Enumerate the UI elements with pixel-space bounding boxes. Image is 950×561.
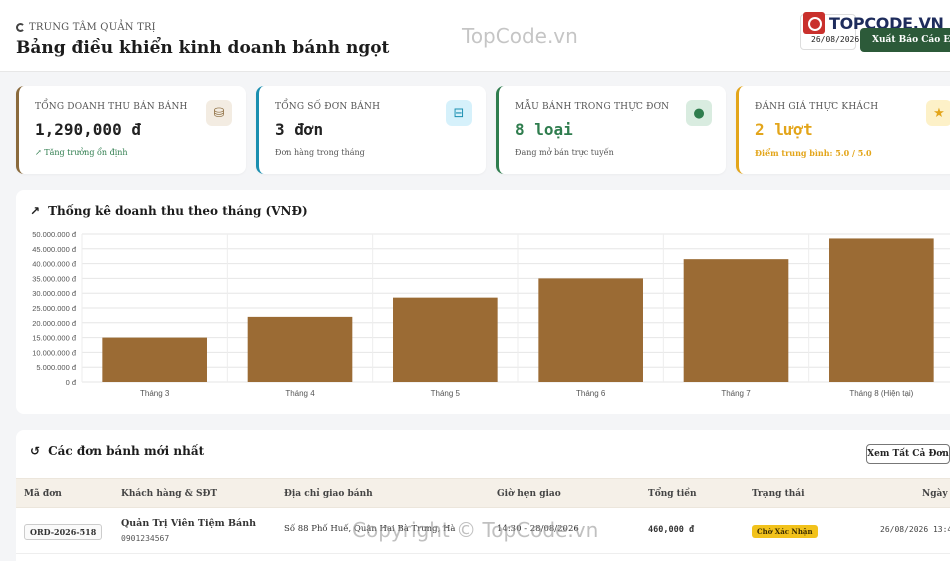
basket-icon: ⊟ bbox=[446, 100, 472, 126]
stat-sub: Đang mở bán trực tuyến bbox=[515, 148, 614, 157]
col-customer: Khách hàng & SĐT bbox=[121, 489, 218, 499]
y-tick-label: 50.000.000 đ bbox=[32, 230, 77, 239]
current-date: 26/08/2026 bbox=[811, 35, 860, 44]
chart-bar bbox=[393, 297, 498, 382]
history-icon: ↺ bbox=[30, 444, 41, 458]
x-tick-label: Tháng 4 bbox=[285, 389, 315, 398]
stat-sub: ↗ Tăng trưởng ổn định bbox=[35, 148, 128, 157]
stat-value: 1,290,000 đ bbox=[35, 120, 141, 139]
chart-bar bbox=[538, 278, 643, 382]
order-total: 460,000 đ bbox=[648, 525, 695, 535]
order-code: ORD-2026-518 bbox=[24, 524, 103, 540]
stat-sub: Điểm trung bình: 5.0 / 5.0 bbox=[755, 148, 872, 158]
x-tick-label: Tháng 8 (Hiện tại) bbox=[849, 389, 913, 398]
y-tick-label: 45.000.000 đ bbox=[32, 245, 77, 254]
x-tick-label: Tháng 5 bbox=[431, 389, 461, 398]
recent-orders-panel: ↺ Các đơn bánh mới nhất Xem Tất Cả Đơn M… bbox=[16, 430, 950, 561]
top-header: TRUNG TÂM QUẢN TRỊ Bảng điều khiển kinh … bbox=[0, 0, 950, 72]
logo-text: TOPCODE.VN bbox=[829, 13, 944, 33]
col-address: Địa chỉ giao bánh bbox=[284, 489, 373, 499]
table-row[interactable]: ORD-2026-518 Quản Trị Viên Tiệm Bánh 090… bbox=[16, 508, 950, 554]
stat-value: 3 đơn bbox=[275, 120, 324, 139]
stat-label: TỔNG SỐ ĐƠN BÁNH bbox=[275, 102, 381, 112]
stat-label: MẪU BÁNH TRONG THỰC ĐƠN bbox=[515, 102, 670, 112]
dashboard-icon bbox=[16, 23, 25, 32]
revenue-chart-panel: ↗ Thống kê doanh thu theo tháng (VNĐ) 0 … bbox=[16, 190, 950, 414]
col-time: Giờ hẹn giao bbox=[497, 489, 561, 499]
stat-label: TỔNG DOANH THU BÁN BÁNH bbox=[35, 102, 188, 112]
cookie-icon: ● bbox=[686, 100, 712, 126]
stat-label: ĐÁNH GIÁ THỰC KHÁCH bbox=[755, 102, 879, 112]
stat-card-orders: TỔNG SỐ ĐƠN BÁNH 3 đơn Đơn hàng trong th… bbox=[256, 86, 486, 174]
y-tick-label: 15.000.000 đ bbox=[32, 334, 77, 343]
page-title: Bảng điều khiển kinh doanh bánh ngọt bbox=[16, 38, 390, 58]
y-tick-label: 5.000.000 đ bbox=[36, 363, 76, 372]
customer-name: Quản Trị Viên Tiệm Bánh bbox=[121, 518, 257, 529]
chart-bar bbox=[247, 316, 353, 382]
y-tick-label: 35.000.000 đ bbox=[32, 274, 77, 283]
chart-title-text: Thống kê doanh thu theo tháng (VNĐ) bbox=[48, 204, 308, 218]
star-icon: ★ bbox=[926, 100, 950, 126]
export-label: Xuất Báo Cáo Excel bbox=[872, 35, 950, 45]
y-tick-label: 40.000.000 đ bbox=[32, 260, 77, 269]
brand-logo: TOPCODE.VN bbox=[803, 12, 944, 34]
breadcrumb-label: TRUNG TÂM QUẢN TRỊ bbox=[29, 22, 156, 33]
y-tick-label: 10.000.000 đ bbox=[32, 348, 77, 357]
watermark-top: TopCode.vn bbox=[462, 24, 578, 48]
col-total: Tổng tiền bbox=[648, 489, 697, 499]
orders-title: ↺ Các đơn bánh mới nhất bbox=[30, 444, 204, 458]
coins-icon: ⛁ bbox=[206, 100, 232, 126]
y-tick-label: 25.000.000 đ bbox=[32, 304, 77, 313]
col-date: Ngày đặt bbox=[922, 489, 950, 499]
stat-card-reviews: ĐÁNH GIÁ THỰC KHÁCH 2 lượt Điểm trung bì… bbox=[736, 86, 950, 174]
chart-title: ↗ Thống kê doanh thu theo tháng (VNĐ) bbox=[30, 204, 308, 218]
chart-bar bbox=[102, 337, 207, 382]
watermark-bottom: Copyright © TopCode.vn bbox=[352, 518, 599, 542]
logo-icon bbox=[803, 12, 825, 34]
delivery-address: Số 88 Phố Huế, Quận Hai Bà Trưng, Hà bbox=[284, 524, 456, 534]
customer-phone: 0901234567 bbox=[121, 534, 170, 543]
col-status: Trạng thái bbox=[752, 489, 805, 499]
line-chart-icon: ↗ bbox=[30, 204, 41, 218]
order-date: 26/08/2026 13:4 bbox=[880, 525, 950, 534]
status-badge: Chờ Xác Nhận bbox=[752, 525, 818, 538]
chart-bar bbox=[683, 259, 789, 382]
col-code: Mã đơn bbox=[24, 489, 62, 499]
chart-bar bbox=[829, 238, 934, 382]
revenue-bar-chart: 0 đ 5.000.000 đ 10.000.000 đ 15.000.000 đ 20… bbox=[32, 230, 950, 398]
y-tick-label: 0 đ bbox=[66, 378, 77, 387]
breadcrumb: TRUNG TÂM QUẢN TRỊ bbox=[16, 22, 156, 33]
delivery-time: 14:30 - 28/08/2026 bbox=[497, 524, 579, 534]
y-tick-label: 20.000.000 đ bbox=[32, 319, 77, 328]
x-tick-label: Tháng 7 bbox=[721, 389, 751, 398]
stat-card-revenue: TỔNG DOANH THU BÁN BÁNH 1,290,000 đ ↗ Tă… bbox=[16, 86, 246, 174]
orders-title-text: Các đơn bánh mới nhất bbox=[48, 444, 205, 458]
y-tick-label: 30.000.000 đ bbox=[32, 289, 77, 298]
x-tick-label: Tháng 3 bbox=[140, 389, 170, 398]
stat-value: 2 lượt bbox=[755, 120, 813, 139]
stat-sub: Đơn hàng trong tháng bbox=[275, 148, 365, 157]
orders-table-header: Mã đơn Khách hàng & SĐT Địa chỉ giao bán… bbox=[16, 478, 950, 508]
stat-value: 8 loại bbox=[515, 120, 573, 139]
export-excel-button[interactable]: Xuất Báo Cáo Excel bbox=[860, 28, 950, 52]
stat-card-menu: MẪU BÁNH TRONG THỰC ĐƠN 8 loại Đang mở b… bbox=[496, 86, 726, 174]
view-all-orders-button[interactable]: Xem Tất Cả Đơn bbox=[866, 444, 950, 464]
x-tick-label: Tháng 6 bbox=[576, 389, 606, 398]
